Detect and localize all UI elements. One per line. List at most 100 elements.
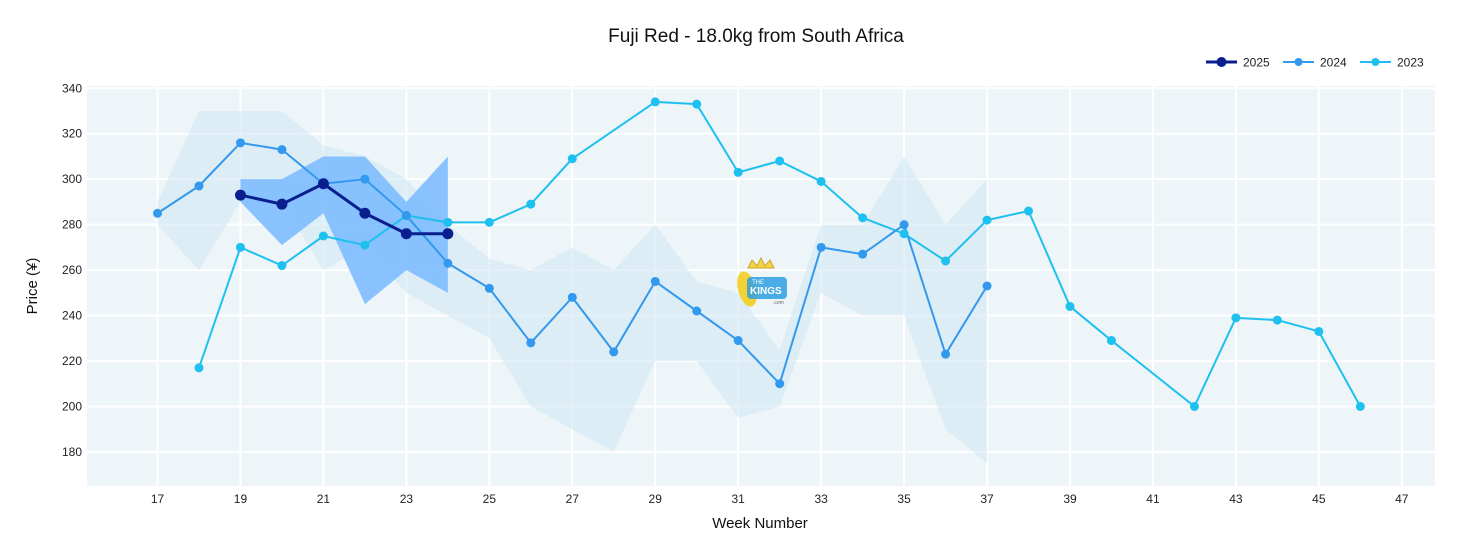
x-tick-label: 41 [1146, 492, 1160, 506]
x-tick-label: 27 [566, 492, 580, 506]
point-2024[interactable] [692, 306, 702, 316]
point-2024[interactable] [401, 211, 411, 221]
point-2023[interactable] [526, 199, 536, 209]
x-tick-label: 23 [400, 492, 414, 506]
point-2024[interactable] [733, 336, 743, 346]
point-2023[interactable] [484, 217, 494, 227]
point-2024[interactable] [235, 138, 245, 148]
x-tick-label: 35 [897, 492, 911, 506]
x-tick-label: 29 [649, 492, 663, 506]
point-2023[interactable] [360, 240, 370, 250]
legend: 2025 2024 2023 [1206, 56, 1424, 70]
point-2024[interactable] [194, 181, 204, 191]
point-2023[interactable] [1065, 301, 1075, 311]
point-2023[interactable] [982, 215, 992, 225]
x-tick-label: 39 [1063, 492, 1077, 506]
point-2024[interactable] [941, 349, 951, 359]
y-tick-label: 300 [62, 172, 82, 186]
y-tick-label: 340 [62, 81, 82, 95]
point-2025[interactable] [317, 178, 329, 190]
point-2023[interactable] [650, 97, 660, 107]
point-2023[interactable] [1024, 206, 1034, 216]
crown-icon [747, 256, 775, 269]
point-2025[interactable] [234, 189, 246, 201]
point-2024[interactable] [484, 283, 494, 293]
legend-marker-2023 [1371, 58, 1380, 66]
point-2023[interactable] [443, 217, 453, 227]
point-2023[interactable] [1314, 326, 1324, 336]
point-2023[interactable] [318, 231, 328, 241]
point-2024[interactable] [775, 379, 785, 389]
point-2023[interactable] [235, 242, 245, 252]
point-2025[interactable] [442, 228, 454, 240]
x-tick-label: 37 [980, 492, 994, 506]
point-2025[interactable] [359, 207, 371, 219]
point-2023[interactable] [1355, 401, 1365, 411]
y-tick-label: 260 [62, 263, 82, 277]
point-2024[interactable] [899, 220, 909, 230]
x-tick-label: 25 [483, 492, 497, 506]
x-tick-label: 45 [1312, 492, 1326, 506]
point-2023[interactable] [567, 154, 577, 164]
y-tick-label: 180 [62, 445, 82, 459]
point-2024[interactable] [526, 338, 536, 348]
point-2023[interactable] [816, 176, 826, 186]
point-2024[interactable] [443, 258, 453, 268]
point-2023[interactable] [692, 99, 702, 109]
point-2023[interactable] [1106, 336, 1116, 346]
point-2024[interactable] [816, 242, 826, 252]
logo-text-small: .com [773, 300, 784, 306]
point-2025[interactable] [400, 228, 412, 240]
logo-text-main: KINGS [750, 286, 782, 297]
point-2023[interactable] [277, 261, 287, 271]
point-2024[interactable] [153, 208, 163, 218]
point-2023[interactable] [194, 363, 204, 373]
x-tick-label: 17 [151, 492, 165, 506]
y-tick-label: 220 [62, 354, 82, 368]
x-tick-label: 47 [1395, 492, 1409, 506]
watermark-logo: THE KINGS .com [737, 256, 787, 307]
point-2023[interactable] [1189, 401, 1199, 411]
x-tick-label: 19 [234, 492, 248, 506]
line-2025 [240, 182, 448, 236]
point-2024[interactable] [567, 292, 577, 302]
x-axis-title: Week Number [712, 515, 808, 532]
legend-label-2024[interactable]: 2024 [1320, 56, 1347, 70]
point-2023[interactable] [1231, 313, 1241, 323]
y-axis-title: Price (¥) [24, 258, 41, 315]
x-tick-labels: 17 19 21 23 25 27 29 31 33 35 37 39 41 43 45 47 [151, 492, 1409, 506]
chart-title: Fuji Red - 18.0kg from South Africa [608, 26, 904, 47]
x-tick-label: 33 [814, 492, 828, 506]
confidence-bands [157, 111, 988, 464]
logo-badge [747, 277, 787, 299]
point-2024[interactable] [858, 249, 868, 259]
legend-marker-2025 [1216, 57, 1227, 67]
y-tick-label: 200 [62, 399, 82, 413]
series-points [153, 97, 1365, 411]
point-2023[interactable] [775, 156, 785, 166]
point-2023[interactable] [899, 229, 909, 239]
point-2024[interactable] [650, 276, 660, 286]
point-2024[interactable] [982, 281, 992, 291]
point-2023[interactable] [858, 213, 868, 223]
y-tick-label: 320 [62, 127, 82, 141]
point-2023[interactable] [941, 256, 951, 266]
y-tick-label: 240 [62, 309, 82, 323]
legend-label-2023[interactable]: 2023 [1397, 56, 1424, 70]
point-2023[interactable] [1272, 315, 1282, 325]
point-2025[interactable] [276, 198, 288, 210]
y-tick-label: 280 [62, 218, 82, 232]
band-2025 [240, 156, 448, 305]
legend-label-2025[interactable]: 2025 [1243, 56, 1270, 70]
logo-text-top: THE [752, 280, 764, 286]
x-tick-label: 43 [1229, 492, 1243, 506]
point-2024[interactable] [277, 145, 287, 155]
point-2023[interactable] [733, 167, 743, 177]
point-2024[interactable] [360, 174, 370, 184]
x-tick-label: 31 [732, 492, 746, 506]
point-2024[interactable] [609, 347, 619, 357]
x-tick-label: 21 [317, 492, 331, 506]
legend-marker-2024 [1294, 58, 1303, 66]
y-tick-labels: 180 200 220 240 260 280 300 320 340 [62, 81, 82, 459]
